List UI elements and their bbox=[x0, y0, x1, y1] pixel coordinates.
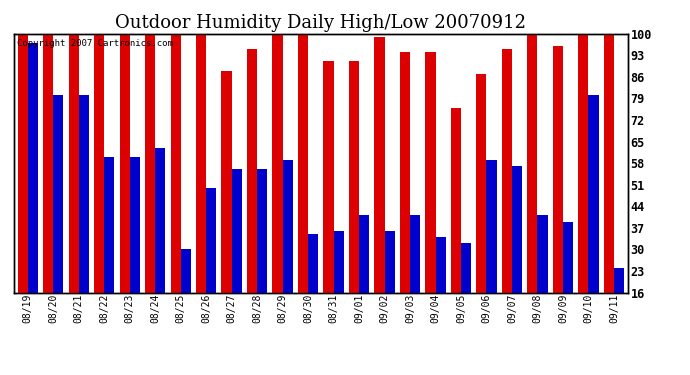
Bar bbox=[119, 34, 130, 342]
Bar bbox=[333, 231, 344, 342]
Bar bbox=[68, 34, 79, 342]
Bar bbox=[232, 169, 242, 342]
Bar bbox=[425, 52, 435, 342]
Bar bbox=[221, 71, 232, 342]
Bar bbox=[375, 37, 384, 342]
Bar bbox=[538, 216, 548, 342]
Bar bbox=[527, 34, 538, 342]
Bar bbox=[28, 43, 38, 342]
Bar bbox=[257, 169, 267, 342]
Bar bbox=[512, 166, 522, 342]
Bar bbox=[206, 188, 217, 342]
Bar bbox=[170, 34, 181, 342]
Bar bbox=[324, 62, 333, 342]
Bar bbox=[400, 52, 410, 342]
Bar bbox=[273, 34, 283, 342]
Bar bbox=[589, 95, 599, 342]
Bar bbox=[384, 231, 395, 342]
Bar bbox=[155, 148, 166, 342]
Title: Outdoor Humidity Daily High/Low 20070912: Outdoor Humidity Daily High/Low 20070912 bbox=[115, 14, 526, 32]
Bar bbox=[578, 34, 589, 342]
Bar bbox=[247, 49, 257, 342]
Bar bbox=[104, 157, 115, 342]
Bar bbox=[181, 249, 191, 342]
Bar bbox=[283, 160, 293, 342]
Bar bbox=[196, 34, 206, 342]
Bar bbox=[298, 34, 308, 342]
Bar bbox=[502, 49, 512, 342]
Bar bbox=[410, 216, 420, 342]
Bar bbox=[43, 34, 53, 342]
Bar bbox=[145, 34, 155, 342]
Bar bbox=[308, 234, 318, 342]
Bar bbox=[79, 95, 89, 342]
Bar bbox=[614, 268, 624, 342]
Bar bbox=[486, 160, 497, 342]
Bar bbox=[563, 222, 573, 342]
Text: Copyright 2007 Cartronics.com: Copyright 2007 Cartronics.com bbox=[17, 39, 172, 48]
Bar bbox=[451, 108, 461, 342]
Bar bbox=[130, 157, 140, 342]
Bar bbox=[18, 34, 28, 342]
Bar bbox=[604, 34, 614, 342]
Bar bbox=[461, 243, 471, 342]
Bar bbox=[435, 237, 446, 342]
Bar bbox=[476, 74, 486, 342]
Bar bbox=[53, 95, 63, 342]
Bar bbox=[94, 34, 104, 342]
Bar bbox=[359, 216, 369, 342]
Bar bbox=[553, 46, 563, 342]
Bar bbox=[349, 62, 359, 342]
